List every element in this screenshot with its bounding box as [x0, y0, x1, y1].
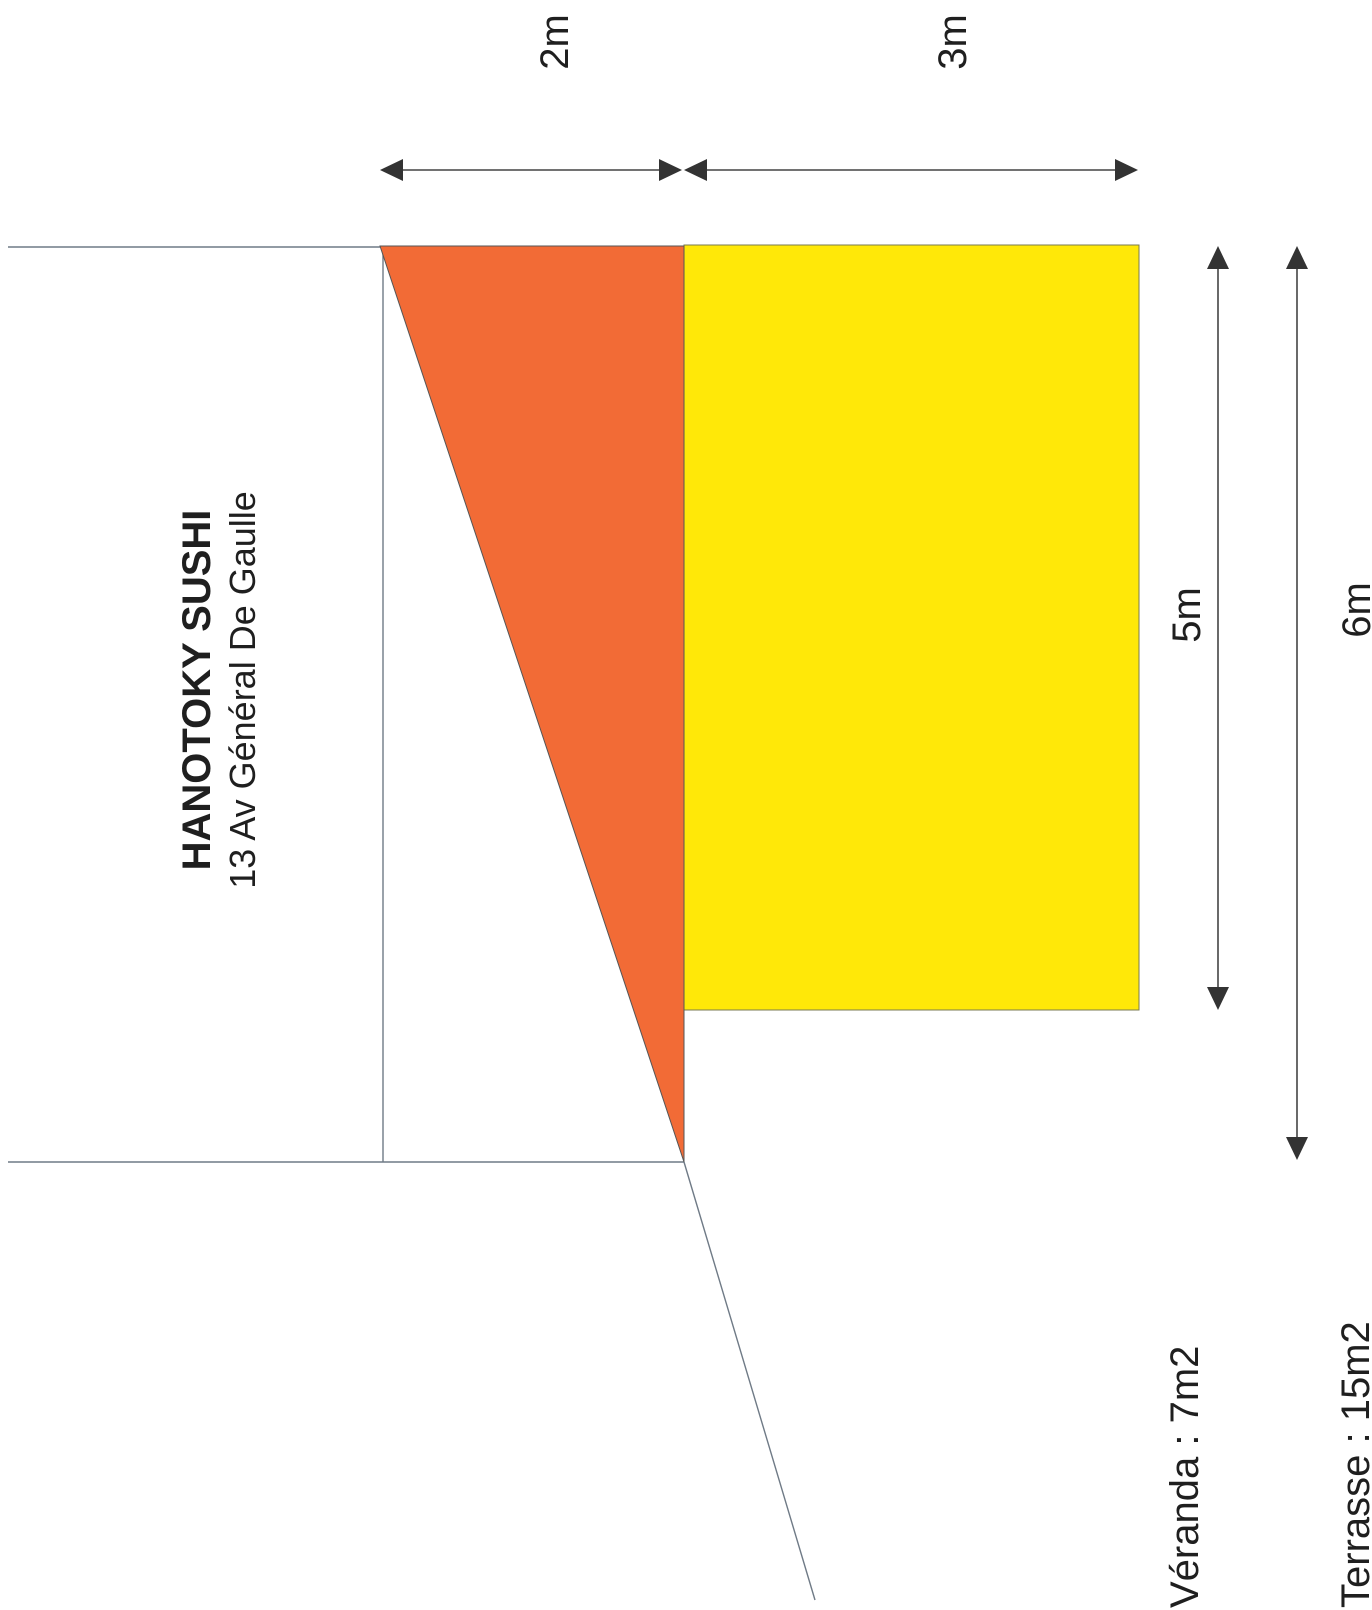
business-address: 13 Av Général De Gaulle	[222, 491, 263, 889]
veranda-area-label: Véranda : 7m2	[1163, 1346, 1207, 1608]
arrow-head-down	[1207, 987, 1229, 1010]
arrow-head-up	[1286, 246, 1308, 269]
dimension-label-3m: 3m	[931, 14, 975, 70]
arrow-head-right	[659, 159, 682, 181]
building-outline	[8, 246, 816, 1601]
arrow-head-up	[1207, 246, 1229, 269]
dimension-arrow-2m	[380, 159, 682, 181]
arrow-head-left	[684, 159, 707, 181]
dimension-arrow-5m	[1207, 246, 1229, 1010]
veranda-area	[379, 245, 685, 1163]
dimension-arrow-6m	[1286, 246, 1308, 1160]
dimension-arrow-3m	[684, 159, 1138, 181]
arrow-head-right	[1115, 159, 1138, 181]
business-name: HANOTOKY SUSHI	[175, 510, 219, 871]
dimension-label-6m: 6m	[1335, 582, 1372, 638]
arrow-head-down	[1286, 1137, 1308, 1160]
terrasse-area	[683, 244, 1140, 1011]
street-diagonal-line	[683, 1161, 816, 1601]
terrasse-area-label: Terrasse : 15m2	[1334, 1321, 1372, 1608]
arrow-head-left	[380, 159, 403, 181]
dimension-label-5m: 5m	[1165, 587, 1209, 643]
dimension-label-2m: 2m	[533, 14, 577, 70]
